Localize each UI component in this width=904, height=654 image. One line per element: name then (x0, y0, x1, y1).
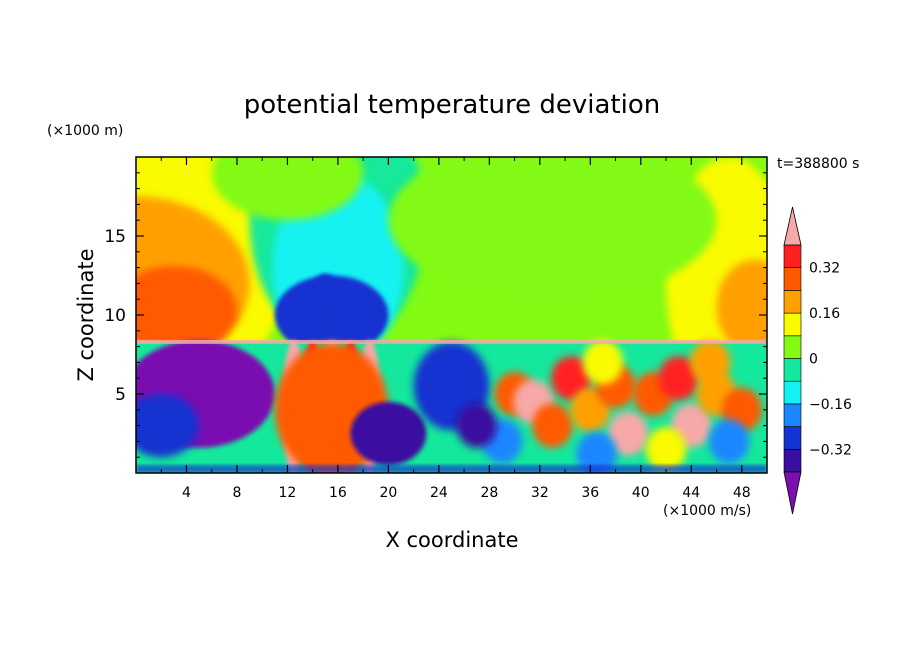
heatmap-field (136, 157, 767, 473)
x-tick-label: 28 (480, 485, 498, 501)
colorbar-tick-label: 0.32 (809, 261, 840, 277)
colorbar-tick-label: −0.16 (809, 397, 852, 413)
y-axis-label: Z coordinate (74, 248, 98, 381)
colorbar-tick-label: 0.16 (809, 306, 840, 322)
y-axis-units: (×1000 m) (47, 123, 123, 139)
colorbar: 0.32 0.16 0 −0.16 −0.32 (783, 206, 852, 515)
x-tick-label: 48 (733, 485, 751, 501)
x-tick-label: 4 (182, 485, 191, 501)
colorbar-bin (783, 267, 802, 291)
y-tick-label: 15 (104, 227, 126, 247)
colorbar-bin (783, 312, 802, 337)
x-tick-label: 8 (232, 485, 241, 501)
x-tick-label: 40 (632, 485, 650, 501)
colorbar-bin (783, 244, 802, 269)
x-tick-label: 20 (379, 485, 397, 501)
colorbar-extend-min (783, 471, 802, 515)
colorbar-extend-max (783, 206, 802, 246)
colorbar-bin (783, 335, 802, 359)
x-axis-units: (×1000 m/s) (663, 503, 751, 519)
colorbar-tick-label: 0 (809, 352, 818, 368)
y-tick-label: 5 (115, 385, 126, 405)
x-axis-label: X coordinate (385, 528, 518, 552)
colorbar-bin (783, 403, 802, 427)
x-tick-label: 36 (581, 485, 599, 501)
colorbar-bin (783, 448, 802, 473)
y-tick-label: 10 (104, 306, 126, 326)
x-tick-label: 44 (682, 485, 700, 501)
colorbar-bin (783, 358, 802, 382)
colorbar-bin (783, 426, 802, 450)
x-axis-ticks: 4 8 12 16 20 24 28 32 36 40 44 48 (160, 157, 751, 501)
y-axis-ticks: 5 10 15 (104, 172, 767, 458)
x-tick-label: 24 (430, 485, 448, 501)
x-tick-label: 32 (531, 485, 549, 501)
colorbar-tick-label: −0.32 (809, 442, 852, 458)
colorbar-bin (783, 380, 802, 405)
time-label: t=388800 s (777, 156, 859, 172)
x-tick-label: 12 (279, 485, 297, 501)
chart-title: potential temperature deviation (244, 90, 660, 120)
colorbar-bin (783, 290, 802, 314)
x-tick-label: 16 (329, 485, 347, 501)
